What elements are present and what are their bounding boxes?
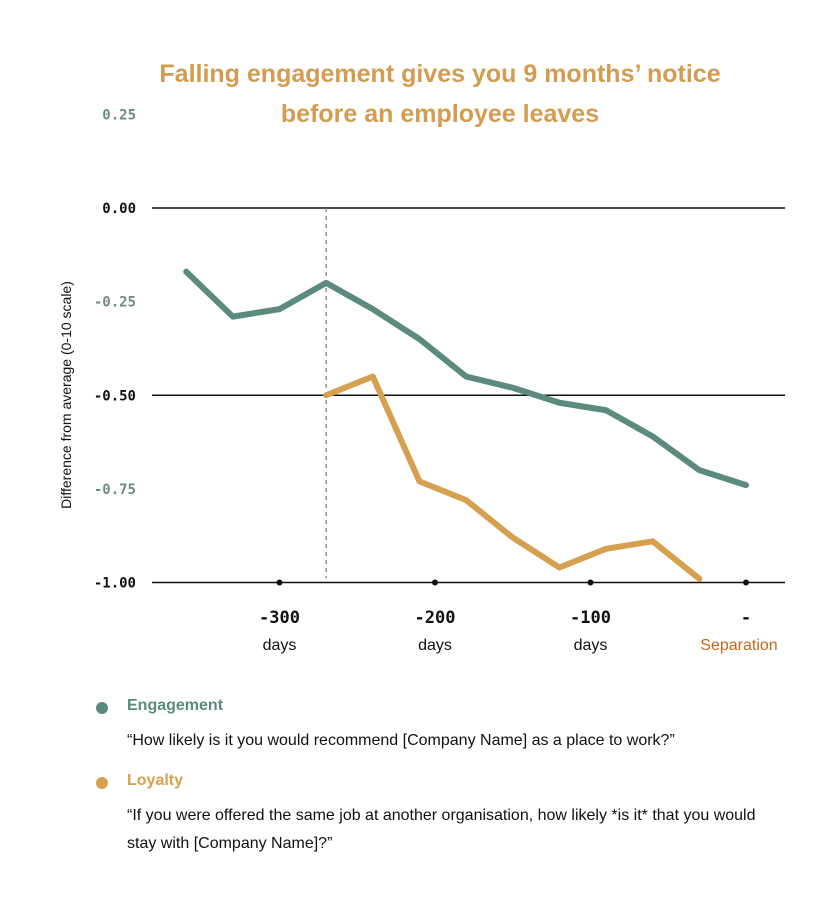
y-axis-label: Difference from average (0-10 scale) [58,281,74,509]
x-tick-dot [432,579,438,586]
x-tick-dot [276,579,283,586]
x-tick-dot [743,579,749,586]
y-tick-label: -0.25 [94,295,136,311]
loyalty-dot-icon [96,777,108,789]
x-tick-label: - [741,608,751,628]
y-tick-label: -0.50 [94,388,136,404]
engagement-dot-icon [96,702,108,714]
x-tick-sublabel: Separation [700,637,777,654]
y-tick-label: -1.00 [94,576,136,592]
x-tick-label: -200 [415,608,456,628]
x-tick-sublabel: days [418,637,452,654]
x-tick-label: -300 [259,608,300,628]
x-tick-sublabel: days [263,637,297,654]
line-chart: 0.25 0.00 -0.25 -0.50 -0.75 -1.00 Difference f… [58,107,785,654]
y-tick-label: 0.25 [102,107,136,123]
legend-description: “How likely is it you would recommend [C… [127,732,675,749]
y-tick-label: -0.75 [94,482,136,498]
legend-description: “If you were offered the same job at ano… [127,807,756,852]
series-line-engagement [183,268,749,489]
x-tick-sublabel: days [574,637,608,654]
x-tick-dot [587,579,594,586]
y-tick-label: 0.00 [102,201,136,217]
chart-title: Falling engagement gives you 9 months’ n… [159,60,721,128]
x-tick-label: -100 [570,608,611,628]
series-line-loyalty [323,373,703,582]
legend-label: Engagement [127,697,224,714]
legend-label: Loyalty [127,772,184,789]
